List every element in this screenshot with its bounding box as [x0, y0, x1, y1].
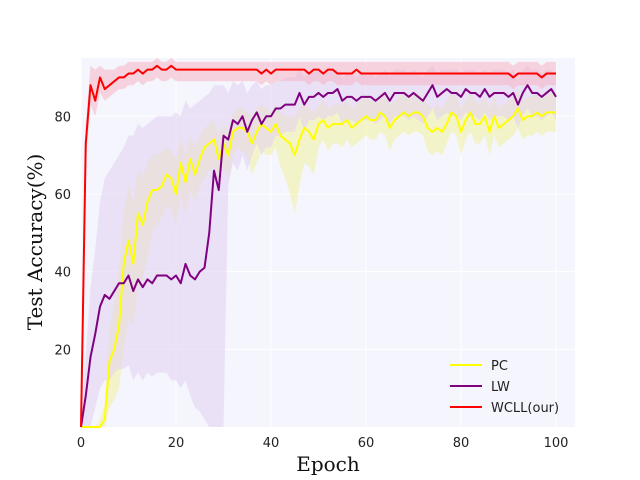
- x-tick-label: 100: [544, 436, 569, 451]
- y-tick-label: 40: [54, 266, 71, 281]
- x-tick-label: 20: [168, 436, 185, 451]
- y-tick-label: 80: [54, 110, 71, 125]
- x-tick-label: 40: [263, 436, 280, 451]
- band-lw: [81, 65, 556, 428]
- legend-label: PC: [491, 359, 508, 374]
- confidence-bands: [81, 58, 556, 428]
- y-axis-label: Test Accuracy(%): [23, 154, 47, 331]
- legend-label: LW: [491, 380, 510, 395]
- series-line-lw: [80, 84, 557, 428]
- y-tick-label: 60: [54, 188, 71, 203]
- series-line-pc: [81, 107, 556, 428]
- x-axis-label: Epoch: [296, 452, 360, 476]
- series-line-wcll-our: [80, 64, 556, 428]
- series-lines: [80, 64, 557, 428]
- x-tick-label: 80: [453, 436, 470, 451]
- tick-labels: 0 20 40 60 80 100 20 40 60 80: [54, 110, 568, 451]
- x-tick-label: 60: [358, 436, 375, 451]
- legend-label: WCLL(our): [491, 401, 559, 416]
- y-tick-label: 20: [54, 343, 71, 358]
- legend: PC LW WCLL(our): [450, 359, 559, 416]
- x-tick-label: 0: [77, 436, 85, 451]
